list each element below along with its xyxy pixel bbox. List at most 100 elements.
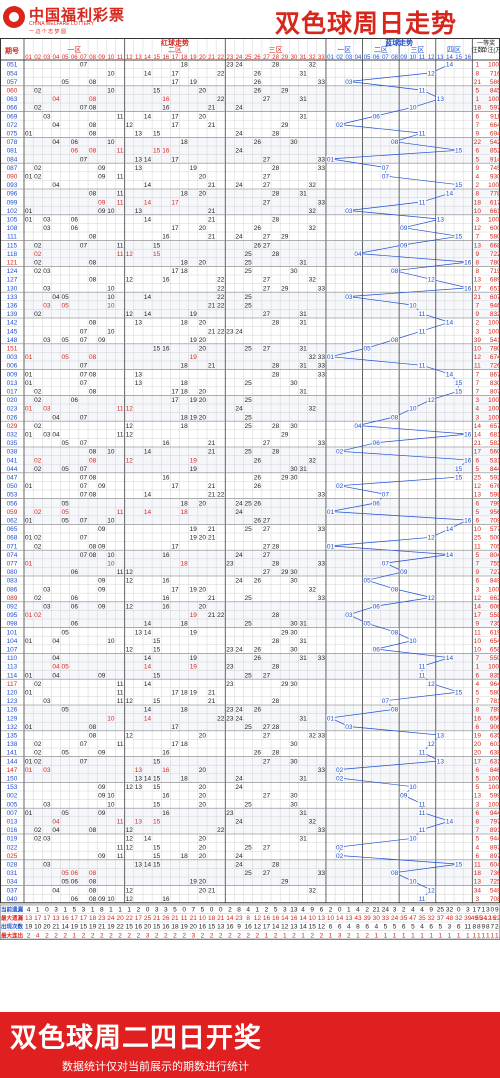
red-ball: 10 (107, 793, 115, 800)
blue-ball: 09 (400, 569, 408, 576)
page-header: 中国福利彩票 CHINA WELFARE LOTTERY 一 边 个 志 梦 圆… (0, 0, 500, 38)
red-ball: 08 (89, 879, 97, 886)
prize-amount: 597 (490, 105, 500, 112)
red-ball: 27 (263, 156, 271, 163)
red-ball: 26 (254, 655, 262, 662)
red-ball: 20 (199, 844, 207, 851)
blue-ball-bg (426, 886, 436, 894)
blue-ball: 09 (400, 793, 408, 800)
blue-number-header: 14 (446, 55, 453, 61)
red-ball: 14 (144, 294, 152, 301)
blue-ball-bg (372, 645, 381, 653)
red-ball: 12 (126, 423, 134, 430)
blue-ball-bg (417, 671, 427, 679)
red-ball: 08 (89, 543, 97, 550)
red-ball: 12 (126, 827, 134, 834)
stats-value: 2 (274, 932, 278, 939)
blue-ball-bg (445, 550, 454, 559)
red-ball: 30 (290, 380, 298, 387)
stats-value: 1 (265, 932, 269, 939)
red-ball: 11 (117, 432, 124, 439)
blue-ball-bg (362, 619, 372, 627)
period-number: 072 (7, 122, 18, 129)
stats-value: 4 (27, 907, 31, 914)
red-ball: 16 (162, 346, 170, 353)
blue-ball-bg (344, 206, 354, 215)
blue-ball: 06 (373, 440, 381, 447)
red-ball: 01 (25, 758, 33, 765)
red-ball: 28 (272, 638, 280, 645)
red-number-header: 06 (71, 55, 78, 61)
blue-ball: 10 (409, 784, 417, 791)
red-ball: 30 (290, 801, 298, 808)
blue-ball: 16 (464, 260, 472, 267)
red-ball: 04 (52, 819, 60, 826)
red-ball: 07 (80, 414, 88, 421)
red-ball: 13 (135, 380, 143, 387)
stats-value: 5 (173, 907, 177, 914)
prize-amount: 657 (490, 423, 500, 430)
prize-amount: 726 (490, 363, 500, 370)
red-ball: 03 (43, 698, 51, 705)
winner-count: 7 (476, 371, 480, 378)
red-ball: 07 (80, 363, 88, 370)
stats-value: 19 (71, 924, 79, 931)
red-ball: 25 (245, 268, 253, 275)
red-ball: 28 (272, 251, 280, 258)
red-ball: 22 (217, 96, 225, 103)
stats-label: 最大连出 (1, 931, 24, 939)
stats-value: 32 (446, 907, 454, 914)
winner-count: 25 (474, 475, 482, 482)
winner-count: 6 (476, 810, 480, 817)
blue-ball: 12 (428, 535, 436, 542)
stats-value: 18 (171, 924, 179, 931)
stats-value: 14 (226, 915, 234, 922)
period-number: 098 (7, 621, 18, 628)
red-ball: 27 (263, 543, 271, 550)
red-ball: 13 (135, 629, 143, 636)
period-number: 124 (7, 268, 18, 275)
red-ball: 23 (226, 561, 234, 568)
winner-count: 9 (476, 165, 480, 172)
period-number: 032 (7, 432, 18, 439)
red-ball: 17 (171, 690, 179, 697)
red-ball: 11 (117, 174, 124, 181)
period-number: 090 (7, 174, 18, 181)
winner-count: 18 (474, 105, 482, 112)
red-ball: 09 (98, 526, 106, 533)
blue-ball-bg (417, 361, 427, 369)
period-number: 087 (7, 165, 18, 172)
red-ball: 21 (208, 449, 216, 456)
red-ball: 01 (25, 380, 33, 387)
red-ball: 10 (107, 896, 115, 903)
period-number: 013 (7, 819, 18, 826)
blue-ball-bg (454, 688, 463, 696)
red-ball: 20 (199, 500, 207, 507)
stats-value: 19 (107, 924, 115, 931)
red-ball: 19 (190, 690, 198, 697)
red-ball: 26 (254, 750, 262, 757)
period-number: 023 (7, 406, 18, 413)
red-ball: 28 (272, 862, 280, 869)
stats-value: 1 (256, 907, 260, 914)
red-ball: 14 (144, 449, 152, 456)
blue-ball: 08 (391, 268, 399, 275)
prize-amount: 599 (490, 793, 500, 800)
blue-ball: 08 (391, 707, 399, 714)
red-ball: 07 (80, 552, 88, 559)
red-ball: 14 (144, 492, 152, 499)
red-ball: 04 (52, 122, 60, 129)
stats-value: 2 (27, 932, 31, 939)
stats-value: 9 (310, 907, 314, 914)
stats-value: 0 (457, 907, 461, 914)
blue-ball: 11 (419, 199, 426, 206)
period-number: 037 (7, 887, 18, 894)
winner-count: 8 (476, 191, 480, 198)
red-number-header: 13 (135, 55, 142, 61)
red-ball: 27 (263, 242, 271, 249)
red-ball: 20 (199, 793, 207, 800)
red-ball: 33 (318, 827, 326, 834)
red-ball: 05 (62, 440, 70, 447)
winner-count: 3 (476, 217, 480, 224)
